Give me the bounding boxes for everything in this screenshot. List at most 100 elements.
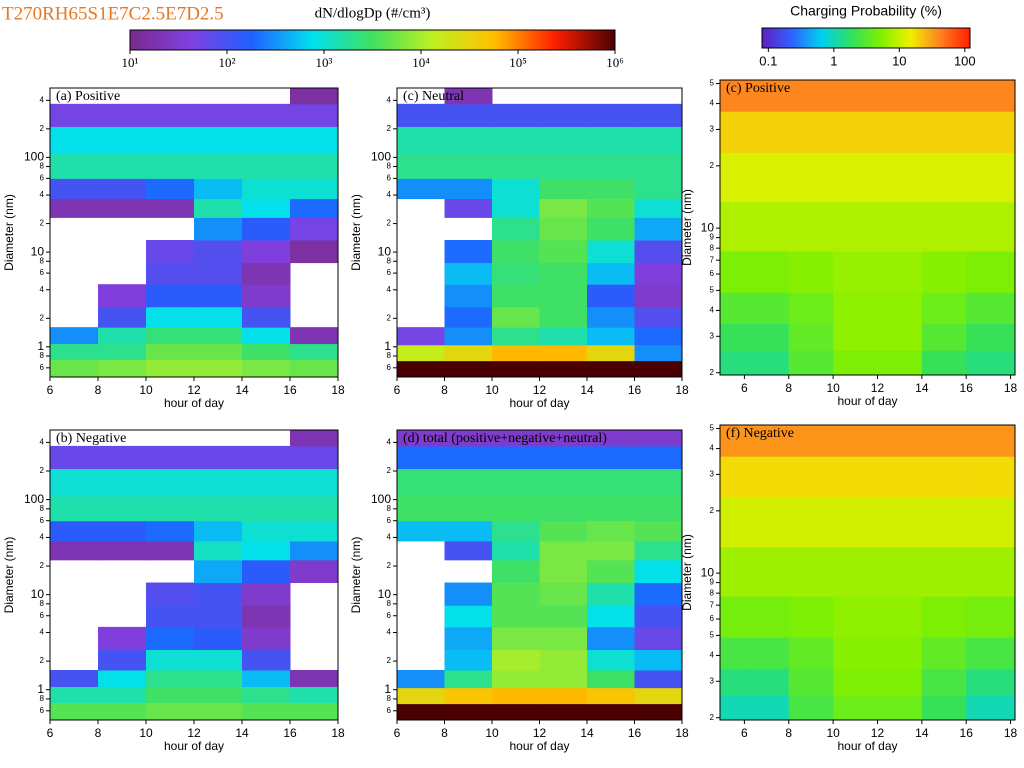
y-tick-label: 1 [384, 682, 391, 696]
heatmap-cell [921, 668, 967, 696]
heatmap-cell [98, 686, 147, 703]
plot-frame [719, 424, 1016, 721]
heatmap-cell [242, 306, 291, 328]
heatmap-cell [921, 497, 967, 548]
panel-label: (c) Neutral [403, 89, 464, 104]
heatmap-cell [242, 103, 291, 127]
colorbar-tick-label: 10⁶ [606, 55, 624, 70]
x-axis-label: hour of day [509, 396, 569, 410]
heatmap-cell [492, 669, 540, 689]
x-tick-label: 16 [283, 726, 297, 740]
heatmap-cell [587, 582, 635, 606]
heatmap-cell [444, 306, 493, 328]
x-tick-label: 6 [741, 381, 748, 395]
y-tick-label: 6 [387, 611, 392, 620]
y-tick-label: 10 [31, 244, 45, 258]
heatmap-cell [194, 198, 243, 218]
y-tick-label: 2 [387, 466, 392, 475]
heatmap-cell [242, 153, 291, 179]
y-tick-label: 8 [387, 504, 392, 513]
heatmap-cell [146, 582, 195, 606]
heatmap-cell [492, 360, 540, 378]
heatmap-cell [98, 126, 147, 155]
y-axis-label: Diameter (nm) [2, 537, 16, 614]
heatmap-cell [921, 251, 967, 293]
colorbar-tick-label: 10¹ [122, 55, 139, 70]
y-tick-label: 3 [710, 470, 715, 479]
heatmap-cell [492, 103, 540, 127]
heatmap-cell [146, 343, 195, 360]
heatmap-cell [50, 468, 99, 497]
heatmap-cell [587, 495, 635, 522]
y-tick-label: 4 [387, 437, 392, 446]
x-tick-label: 6 [47, 383, 54, 397]
x-tick-label: 10 [139, 383, 153, 397]
colorbar-tick-label: 10 [892, 53, 906, 68]
heatmap-cell [242, 217, 291, 241]
heatmap-cell [98, 343, 147, 360]
heatmap-cell [397, 669, 445, 689]
heatmap-cell [492, 344, 540, 362]
heatmap-cell [290, 359, 339, 378]
x-tick-label: 14 [580, 726, 594, 740]
heatmap-cell [146, 540, 195, 561]
y-tick-label: 10 [701, 220, 715, 234]
heatmap-cell [98, 327, 147, 345]
y-tick-label: 3 [710, 676, 715, 685]
y-tick-label: 2 [710, 713, 715, 722]
y-tick-label: 2 [40, 561, 45, 570]
x-tick-label: 14 [580, 383, 594, 397]
heatmap-cell [749, 323, 790, 351]
heatmap-cell [242, 126, 291, 155]
heatmap-cell [290, 559, 339, 584]
heatmap-cell [290, 468, 339, 497]
colorbar-tick-label: 10² [219, 55, 236, 70]
heatmap-cell [587, 520, 635, 542]
heatmap-cell [539, 520, 588, 542]
heatmap-cell [290, 126, 339, 155]
heatmap-cell [720, 201, 751, 252]
heatmap-cell [587, 703, 635, 721]
heatmap-cell [788, 425, 834, 457]
y-tick-label: 8 [710, 588, 715, 597]
x-tick-label: 16 [960, 381, 974, 395]
heatmap-cell [788, 201, 834, 252]
y-tick-label: 9 [710, 233, 715, 242]
heatmap-cell [539, 327, 588, 346]
heatmap-cell [444, 153, 493, 179]
heatmap-cell [788, 695, 834, 721]
heatmap-cell [194, 359, 243, 378]
heatmap-cell [539, 103, 588, 127]
heatmap-cell [397, 495, 445, 522]
heatmap-cell [587, 103, 635, 127]
heatmap-cell [720, 546, 751, 597]
y-tick-label: 2 [40, 219, 45, 228]
y-tick-label: 1 [37, 339, 44, 353]
y-tick-label: 8 [40, 351, 45, 360]
heatmap-cell [444, 239, 493, 264]
x-axis-label: hour of day [164, 396, 224, 410]
heatmap-cell [720, 292, 751, 324]
x-axis-label: hour of day [837, 739, 897, 753]
heatmap-cell [98, 495, 147, 522]
x-tick-label: 10 [826, 381, 840, 395]
heatmap-cell [788, 323, 834, 351]
heatmap-cell [444, 126, 493, 155]
x-tick-label: 16 [628, 726, 642, 740]
x-tick-label: 6 [394, 726, 401, 740]
colorbar-tick-label: 10⁴ [412, 55, 430, 70]
heatmap-cell [290, 217, 339, 241]
heatmap-cell [720, 596, 751, 638]
y-tick-label: 10 [378, 244, 392, 258]
y-tick-label: 1 [384, 339, 391, 353]
y-tick-label: 4 [40, 190, 45, 199]
y-tick-label: 10 [31, 587, 45, 601]
heatmap-cell [290, 178, 339, 200]
heatmap-cell [833, 251, 878, 293]
heatmap-cell [720, 668, 751, 696]
y-tick-label: 4 [40, 437, 45, 446]
y-tick-label: 100 [24, 150, 44, 164]
heatmap-cell [539, 649, 588, 671]
y-tick-label: 2 [40, 466, 45, 475]
heatmap-cell [492, 217, 540, 241]
